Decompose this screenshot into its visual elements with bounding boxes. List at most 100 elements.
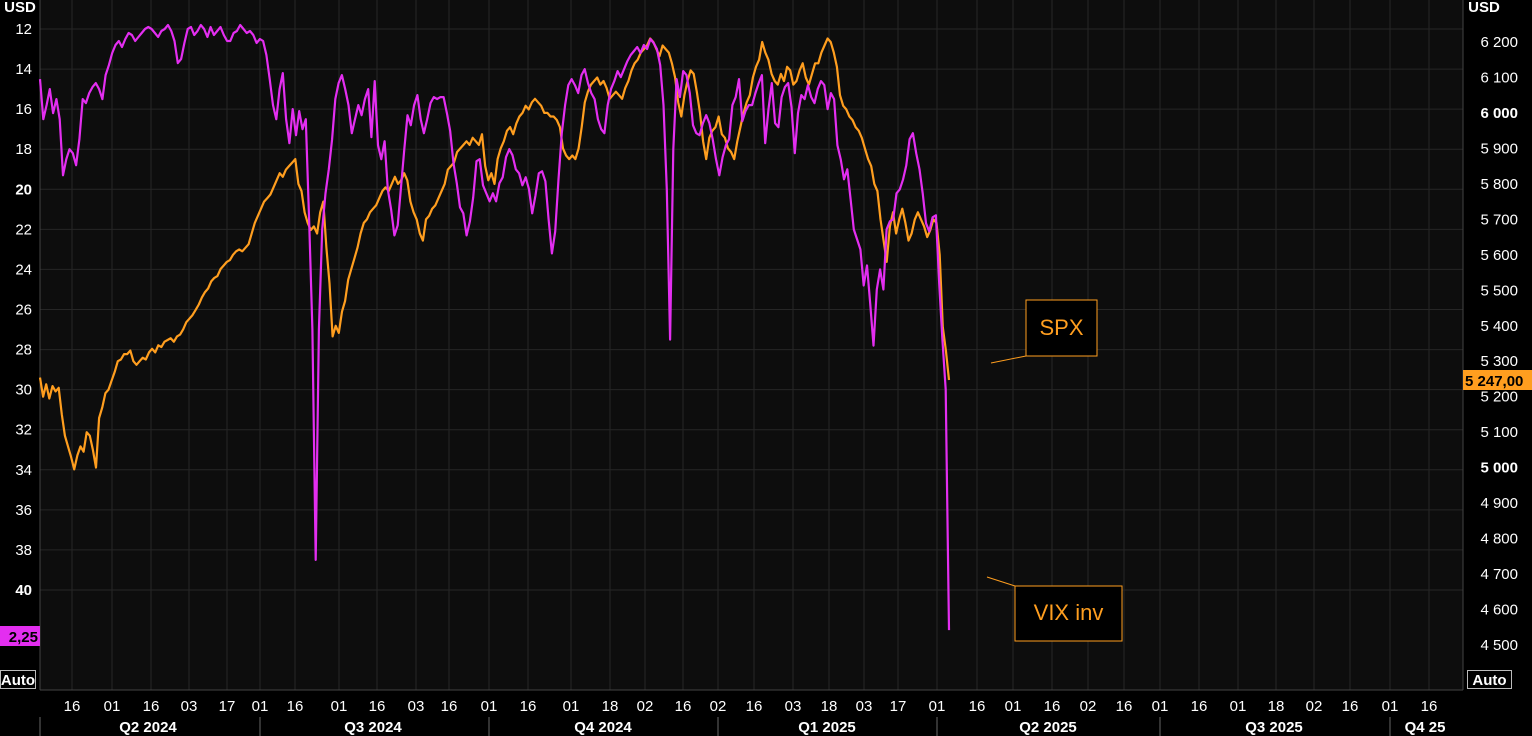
x-tick-label: 03 [785, 698, 802, 715]
x-tick-label: 02 [710, 698, 727, 715]
right-tick-label: 6 200 [1480, 34, 1518, 51]
right-tick-label: 4 700 [1480, 566, 1518, 583]
right-tick-label: 4 900 [1480, 495, 1518, 512]
x-tick-label: 16 [1421, 698, 1438, 715]
x-tick-label: 01 [104, 698, 121, 715]
right-tick-label: 5 200 [1480, 389, 1518, 406]
x-tick-label: 16 [143, 698, 160, 715]
quarter-label: Q3 2024 [344, 719, 402, 736]
right-tick-label: 5 400 [1480, 318, 1518, 335]
x-axis: 16 01 16 03 17 01 16 01 16 03 16 01 16 01 18 02 16 02 16 03… [39, 698, 1446, 736]
vix-last-value-text: 2,25 [9, 629, 38, 646]
x-tick-label: 18 [602, 698, 619, 715]
x-tick-label: 16 [969, 698, 986, 715]
spx-annotation[interactable]: SPX [990, 299, 1098, 364]
x-tick-label: 01 [1230, 698, 1247, 715]
right-tick-label: 4 600 [1480, 602, 1518, 619]
spx-last-value-tag-bg [1463, 370, 1532, 390]
x-tick-label: 01 [1382, 698, 1399, 715]
spx-last-value-text: 5 247,00 [1465, 373, 1523, 390]
quarter-label: Q1 2025 [798, 719, 856, 736]
x-tick-label: 16 [520, 698, 537, 715]
quarter-label: Q2 2025 [1019, 719, 1077, 736]
left-tick-label: 18 [15, 141, 32, 158]
left-tick-label: 38 [15, 542, 32, 559]
x-tick-label: 16 [441, 698, 458, 715]
x-tick-label: 01 [331, 698, 348, 715]
left-tick-label: 24 [15, 261, 32, 278]
left-tick-label: 32 [15, 422, 32, 439]
quarter-label: Q4 25 [1405, 719, 1446, 736]
left-unit-label: USD [4, 0, 36, 16]
right-y-axis[interactable]: 6 200 6 100 6 000 5 900 5 800 5 700 5 600 5 500… [1480, 34, 1518, 654]
x-tick-label: 16 [369, 698, 386, 715]
right-tick-label: 6 100 [1480, 69, 1518, 86]
right-tick-label: 5 800 [1480, 176, 1518, 193]
quarter-label: Q2 2024 [119, 719, 177, 736]
right-tick-label: 4 800 [1480, 531, 1518, 548]
left-tick-label: 12 [15, 21, 32, 38]
right-tick-label: 5 100 [1480, 424, 1518, 441]
left-tick-label: 26 [15, 302, 32, 319]
left-y-axis[interactable]: 12 14 16 18 20 22 24 26 28 30 32 34 36 38 40 [15, 21, 32, 599]
x-tick-label: 03 [856, 698, 873, 715]
left-auto-button[interactable]: Auto [0, 670, 36, 690]
left-tick-label: 30 [15, 382, 32, 399]
left-tick-label: 28 [15, 342, 32, 359]
left-tick-label: 14 [15, 61, 32, 78]
x-tick-label: 01 [563, 698, 580, 715]
x-tick-label: 16 [1342, 698, 1359, 715]
left-tick-label: 20 [15, 181, 32, 198]
x-tick-label: 01 [481, 698, 498, 715]
grid-lines [39, 0, 1464, 691]
x-tick-label: 16 [287, 698, 304, 715]
x-tick-label: 02 [1080, 698, 1097, 715]
spx-annotation-text: SPX [1039, 315, 1083, 340]
left-tick-label: 16 [15, 101, 32, 118]
x-tick-label: 01 [1005, 698, 1022, 715]
spx-line [38, 37, 951, 471]
x-tick-label: 17 [219, 698, 236, 715]
vix-annotation-box [1014, 585, 1123, 642]
x-tick-label: 03 [181, 698, 198, 715]
left-tick-label: 36 [15, 502, 32, 519]
x-tick-label: 01 [929, 698, 946, 715]
x-tick-label: 02 [637, 698, 654, 715]
spx-annotation-leader [990, 355, 1027, 364]
right-tick-label: 5 000 [1480, 460, 1518, 477]
x-tick-label: 01 [252, 698, 269, 715]
x-tick-label: 16 [675, 698, 692, 715]
spx-annotation-box [1025, 299, 1098, 357]
vix-annotation-leader [986, 576, 1016, 587]
series-group [38, 23, 951, 631]
right-tick-label: 5 700 [1480, 211, 1518, 228]
quarter-label: Q3 2025 [1245, 719, 1303, 736]
right-tick-label: 6 000 [1480, 105, 1518, 122]
right-tick-label: 5 600 [1480, 247, 1518, 264]
left-auto-button-frame[interactable] [0, 670, 36, 689]
right-auto-button[interactable]: Auto [1467, 670, 1512, 690]
vix-annotation[interactable]: VIX inv [986, 576, 1123, 642]
left-tick-label: 22 [15, 221, 32, 238]
left-auto-button-label[interactable]: Auto [1, 672, 35, 689]
right-tick-label: 4 500 [1480, 637, 1518, 654]
right-unit-label: USD [1468, 0, 1500, 16]
vix-annotation-text: VIX inv [1034, 600, 1104, 625]
left-tick-label: 34 [15, 462, 32, 479]
right-tick-label: 5 500 [1480, 282, 1518, 299]
vix-inv-line [38, 23, 951, 631]
x-tick-label: 18 [821, 698, 838, 715]
spx-last-value-tag: 5 247,00 [1463, 370, 1532, 390]
x-tick-label: 02 [1306, 698, 1323, 715]
x-tick-label: 18 [1268, 698, 1285, 715]
x-tick-label: 16 [1116, 698, 1133, 715]
right-auto-button-label[interactable]: Auto [1472, 672, 1506, 689]
x-tick-label: 16 [746, 698, 763, 715]
right-auto-button-frame[interactable] [1467, 670, 1512, 689]
left-tick-label: 40 [15, 582, 32, 599]
x-tick-label: 03 [408, 698, 425, 715]
x-tick-label: 17 [890, 698, 907, 715]
right-tick-label: 5 300 [1480, 353, 1518, 370]
quarter-label: Q4 2024 [574, 719, 632, 736]
